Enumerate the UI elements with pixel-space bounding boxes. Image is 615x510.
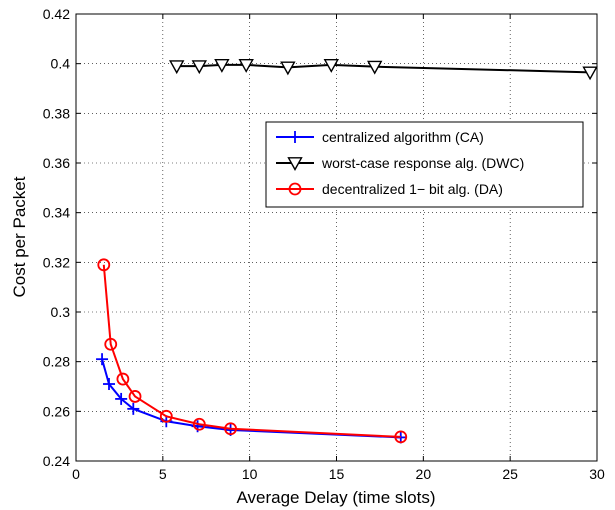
grid [76, 14, 597, 461]
legend: centralized algorithm (CA) worst-case res… [265, 121, 584, 208]
circle-marker [224, 422, 237, 436]
y-axis-title: Cost per Packet [10, 176, 29, 297]
triangle-marker [238, 59, 254, 73]
triangle-marker [367, 60, 383, 75]
triangle-marker [582, 66, 598, 81]
plus-marker [289, 131, 301, 143]
triangle-marker [214, 59, 230, 73]
ticks: 0 5 10 15 20 25 30 0.24 0.26 0.28 0.3 0.32 0.34 0.36 0… [43, 6, 605, 482]
y-tick-label: 0.3 [51, 304, 71, 320]
y-tick-label: 0.42 [43, 6, 70, 22]
y-tick-label: 0.4 [51, 56, 71, 72]
x-tick-label: 15 [329, 466, 345, 482]
y-tick-label: 0.24 [43, 453, 70, 469]
circle-marker [159, 409, 173, 423]
plus-marker [102, 378, 115, 391]
x-tick-label: 10 [242, 466, 258, 482]
circle-marker [128, 390, 142, 403]
y-tick-label: 0.34 [43, 205, 70, 221]
circle-marker [116, 372, 130, 386]
plot-background [76, 14, 597, 461]
triangle-marker [287, 157, 303, 171]
legend-label: decentralized 1− bit alg. (DA) [322, 181, 503, 197]
y-tick-label: 0.36 [43, 155, 70, 171]
triangle-marker [323, 59, 339, 73]
triangle-marker [191, 60, 207, 75]
series [97, 258, 408, 444]
triangle-marker [280, 61, 296, 76]
series [169, 59, 598, 81]
triangle-marker [169, 60, 185, 75]
y-tick-label: 0.38 [43, 105, 70, 121]
circle-marker [104, 337, 118, 351]
legend-entry: decentralized 1− bit alg. (DA) [276, 181, 503, 197]
x-tick-label: 20 [416, 466, 432, 482]
x-tick-label: 25 [502, 466, 518, 482]
x-tick-label: 0 [72, 466, 80, 482]
circle-marker [394, 430, 408, 444]
legend-label: centralized algorithm (CA) [322, 129, 484, 145]
circle-marker [192, 417, 206, 431]
y-tick-label: 0.28 [43, 354, 70, 370]
x-axis-title: Average Delay (time slots) [236, 488, 435, 507]
legend-label: worst-case response alg. (DWC) [321, 155, 524, 171]
x-tick-label: 30 [589, 466, 605, 482]
circle-marker [288, 182, 302, 196]
y-tick-label: 0.26 [43, 403, 70, 419]
legend-entry: worst-case response alg. (DWC) [276, 155, 524, 171]
circle-marker [97, 258, 111, 272]
legend-entry: centralized algorithm (CA) [276, 129, 484, 145]
legend-box [265, 121, 584, 208]
plus-marker [96, 353, 109, 366]
plot-frame [75, 13, 598, 462]
y-tick-label: 0.32 [43, 254, 70, 270]
x-tick-label: 5 [159, 466, 167, 482]
plus-marker [127, 402, 140, 415]
plus-marker [115, 392, 128, 405]
series-layer [96, 59, 598, 444]
